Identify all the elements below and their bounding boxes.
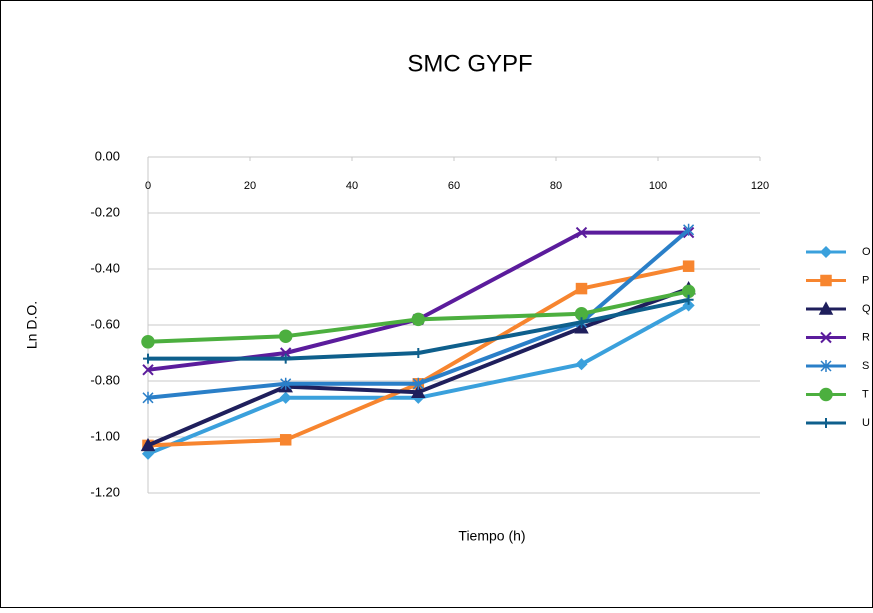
- x-tick-label: 120: [751, 180, 769, 192]
- legend-marker: [820, 274, 832, 287]
- x-axis-title: Tiempo (h): [458, 528, 525, 544]
- marker: [412, 377, 424, 390]
- x-tick-label: 40: [346, 180, 358, 192]
- marker: [278, 329, 293, 343]
- legend-marker: [819, 387, 833, 402]
- marker: [141, 447, 155, 460]
- legend-label: U: [862, 417, 870, 429]
- y-tick-label: -0.80: [90, 372, 120, 387]
- legend-marker: [819, 245, 833, 259]
- marker: [575, 282, 588, 295]
- legend-label: Q: [862, 303, 871, 315]
- marker: [576, 317, 587, 328]
- legend-marker: [820, 360, 832, 372]
- marker: [143, 353, 153, 364]
- marker: [683, 294, 694, 305]
- marker: [279, 434, 292, 446]
- marker: [142, 364, 154, 376]
- legend-label: R: [862, 331, 870, 343]
- x-tick-label: 60: [448, 180, 460, 192]
- marker: [575, 226, 588, 239]
- marker: [413, 348, 424, 358]
- legend-label: P: [862, 274, 869, 286]
- x-tick-label: 100: [649, 180, 667, 192]
- y-tick-label: -1.20: [90, 484, 120, 499]
- x-tick-label: 80: [550, 180, 562, 192]
- marker: [575, 358, 588, 371]
- marker: [279, 347, 292, 359]
- y-tick-label: 0.00: [95, 148, 120, 163]
- chart-title: SMC GYPF: [407, 50, 532, 77]
- y-tick-label: -0.60: [90, 316, 120, 331]
- marker: [683, 223, 695, 236]
- y-tick-label: -1.00: [90, 428, 120, 443]
- y-axis-title: Ln D.O.: [24, 301, 40, 349]
- marker: [280, 377, 292, 390]
- legend-label: T: [862, 388, 869, 400]
- marker: [280, 353, 291, 364]
- legend-label: S: [862, 360, 869, 372]
- y-tick-label: -0.20: [90, 204, 120, 219]
- y-tick-label: -0.40: [90, 260, 120, 275]
- marker: [279, 391, 292, 404]
- marker: [411, 312, 426, 327]
- marker: [140, 437, 156, 452]
- legend-marker: [818, 301, 834, 315]
- x-tick-label: 0: [145, 180, 151, 192]
- marker: [682, 260, 695, 272]
- marker: [142, 391, 154, 404]
- legend-marker: [821, 418, 831, 428]
- marker: [411, 384, 426, 398]
- legend-marker: [820, 331, 832, 344]
- legend-label: O: [862, 246, 871, 258]
- x-tick-label: 20: [244, 180, 256, 192]
- marker: [682, 299, 695, 312]
- marker: [141, 335, 155, 349]
